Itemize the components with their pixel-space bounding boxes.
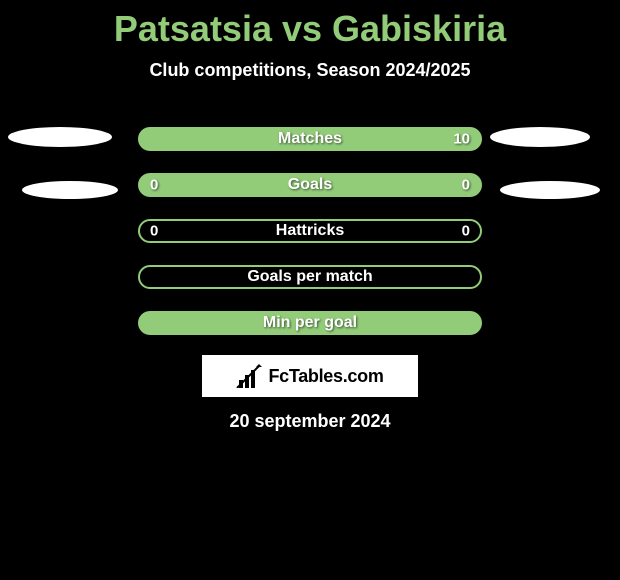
decor-ellipse-3 <box>500 181 600 199</box>
fctables-logo: FcTables.com <box>202 355 418 397</box>
decor-ellipse-2 <box>22 181 118 199</box>
stat-value-right: 0 <box>462 177 470 194</box>
stat-label: Matches <box>278 130 342 148</box>
page-subtitle: Club competitions, Season 2024/2025 <box>0 60 620 81</box>
stat-value-left: 0 <box>150 177 158 194</box>
logo-text: FcTables.com <box>268 366 383 387</box>
page-title: Patsatsia vs Gabiskiria <box>0 0 620 50</box>
bar-chart-icon <box>236 364 262 388</box>
stat-row-goals: Goals 0 0 <box>138 173 482 197</box>
snapshot-date: 20 september 2024 <box>229 411 390 432</box>
stat-label: Min per goal <box>263 314 357 332</box>
stat-value-right: 10 <box>453 131 470 148</box>
stat-value-right: 0 <box>462 223 470 240</box>
decor-ellipse-1 <box>490 127 590 147</box>
stat-label: Goals <box>288 176 332 194</box>
decor-ellipse-0 <box>8 127 112 147</box>
stat-row-hattricks: Hattricks 0 0 <box>138 219 482 243</box>
comparison-stage: FcTables.com 20 september 2024 Matches 10… <box>0 99 620 449</box>
stat-row-goals-per-match: Goals per match <box>138 265 482 289</box>
stat-row-matches: Matches 10 <box>138 127 482 151</box>
stat-value-left: 0 <box>150 223 158 240</box>
stat-label: Hattricks <box>276 222 344 240</box>
stat-label: Goals per match <box>247 268 372 286</box>
stat-row-min-per-goal: Min per goal <box>138 311 482 335</box>
